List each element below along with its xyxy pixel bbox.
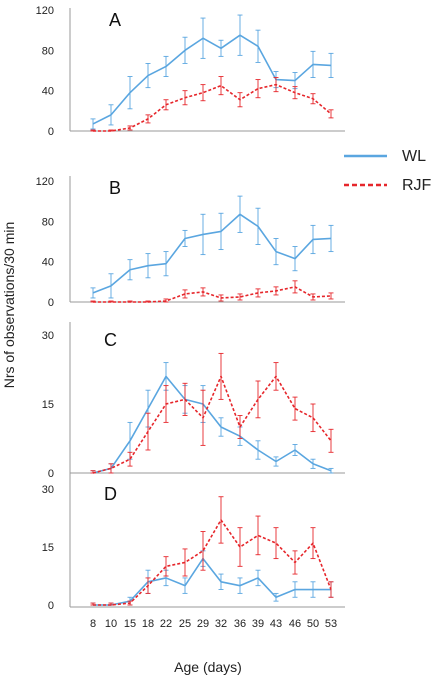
panel-label: B <box>109 178 121 198</box>
series-line-rjf <box>93 286 332 303</box>
panel-d: 0 15 30 D <box>42 470 345 612</box>
x-tick-label: 22 <box>160 618 172 630</box>
y-tick-label: 0 <box>48 126 54 138</box>
x-tick-label: 36 <box>234 618 246 630</box>
x-tick-label: 18 <box>142 618 154 630</box>
x-tick-label: 25 <box>179 618 191 630</box>
series-rjf <box>90 76 334 132</box>
x-tick-label: 53 <box>325 618 337 630</box>
series-wl <box>90 14 334 130</box>
panel-label: D <box>104 484 117 504</box>
legend-label-wl: WL <box>402 148 426 165</box>
x-tick-label: 8 <box>90 618 96 630</box>
panel-b: 0 40 80 120 B <box>36 176 345 309</box>
x-tick-label: 43 <box>270 618 282 630</box>
series-line-rjf <box>93 519 332 606</box>
panel-a: 0 40 80 120 A <box>36 5 345 138</box>
y-tick-label: 15 <box>42 399 54 411</box>
y-tick-label: 120 <box>36 5 54 17</box>
legend: WL RJF <box>344 148 432 194</box>
panels: 0 40 80 120 A 0 40 80 120 B 0 15 30 C 0 15 30 D <box>36 5 345 612</box>
x-tick-label: 29 <box>197 618 209 630</box>
series-line-wl <box>92 213 332 294</box>
y-tick-label: 0 <box>48 468 54 480</box>
y-axis-title: Nrs of observations/30 min <box>1 222 17 389</box>
y-tick-label: 30 <box>42 330 54 342</box>
series-line-rjf <box>92 375 332 474</box>
y-tick-label: 30 <box>42 484 54 496</box>
y-tick-label: 15 <box>42 542 54 554</box>
y-tick-label: 40 <box>42 257 54 269</box>
x-tick-label: 46 <box>289 618 301 630</box>
series-line-rjf <box>93 83 332 132</box>
series-wl <box>90 195 334 299</box>
x-tick-label: 32 <box>215 618 227 630</box>
x-tick-labels: 8 10 15 18 22 25 29 32 36 39 43 46 50 53 <box>90 618 337 630</box>
y-tick-label: 120 <box>36 176 54 188</box>
y-tick-label: 0 <box>48 297 54 309</box>
x-tick-label: 50 <box>307 618 319 630</box>
series-line-wl <box>93 557 331 606</box>
x-axis-title: Age (days) <box>174 659 242 675</box>
series-line-wl <box>92 34 332 125</box>
y-tick-label: 80 <box>42 45 54 57</box>
series-rjf <box>90 496 334 606</box>
x-tick-label: 15 <box>124 618 136 630</box>
panel-label: C <box>104 330 117 350</box>
x-tick-label: 39 <box>252 618 264 630</box>
panel-c: 0 15 30 C <box>42 322 345 480</box>
series-line-wl <box>92 375 332 474</box>
series-rjf <box>90 352 334 474</box>
legend-label-rjf: RJF <box>402 177 432 194</box>
series-rjf <box>90 280 334 303</box>
y-tick-label: 80 <box>42 216 54 228</box>
series-wl <box>90 550 334 606</box>
y-tick-label: 0 <box>48 600 54 612</box>
x-tick-label: 10 <box>105 618 117 630</box>
panel-label: A <box>109 10 121 30</box>
series-wl <box>90 362 334 474</box>
y-tick-label: 40 <box>42 86 54 98</box>
